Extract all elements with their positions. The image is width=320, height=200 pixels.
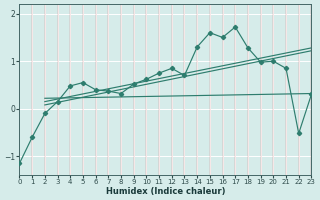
X-axis label: Humidex (Indice chaleur): Humidex (Indice chaleur) <box>106 187 225 196</box>
